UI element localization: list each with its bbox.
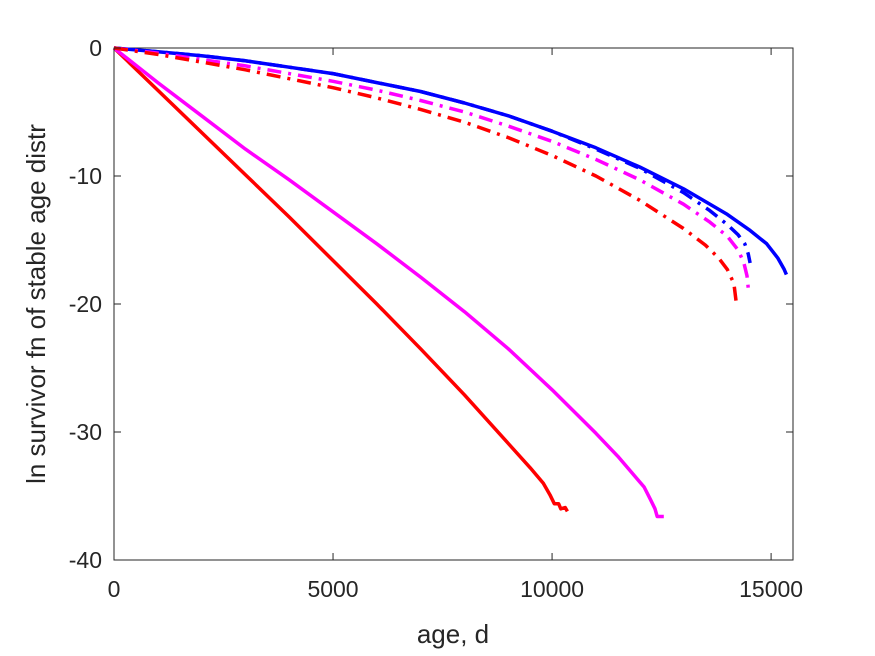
series-line-6 bbox=[113, 46, 738, 302]
y-tick-label: -10 bbox=[69, 163, 102, 189]
y-axis: 0 -10 -20 -30 -40 bbox=[69, 35, 793, 573]
series-line-4 bbox=[113, 46, 752, 264]
series-line-1 bbox=[112, 46, 569, 513]
x-tick-label: 5000 bbox=[307, 576, 358, 602]
x-axis: 0 5000 10000 15000 bbox=[108, 48, 803, 602]
series-line-5 bbox=[113, 46, 751, 289]
y-tick-label: 0 bbox=[89, 35, 102, 61]
x-axis-label: age, d bbox=[417, 619, 489, 649]
series-layer bbox=[112, 46, 789, 519]
x-tick-label: 10000 bbox=[520, 576, 584, 602]
series-line-2 bbox=[112, 46, 664, 519]
x-tick-label: 0 bbox=[108, 576, 121, 602]
y-tick-label: -30 bbox=[69, 419, 102, 445]
x-tick-label: 15000 bbox=[739, 576, 803, 602]
y-axis-label: ln survivor fn of stable age distr bbox=[21, 124, 51, 484]
y-tick-label: -40 bbox=[69, 547, 102, 573]
y-tick-label: -20 bbox=[69, 291, 102, 317]
